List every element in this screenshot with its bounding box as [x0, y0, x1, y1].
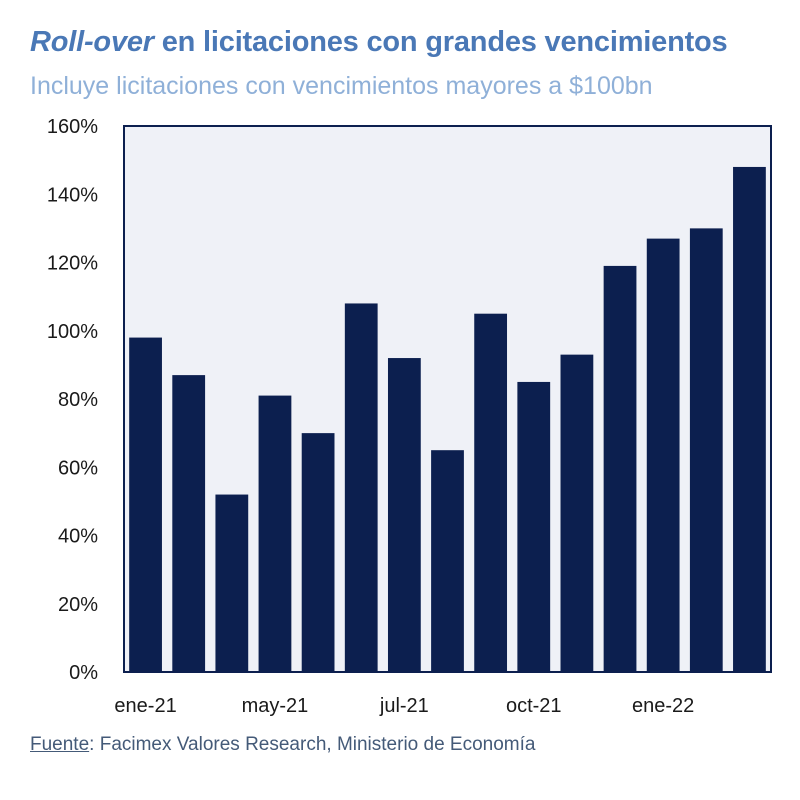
y-tick-label: 100%	[47, 321, 98, 343]
bar	[603, 265, 637, 672]
bar	[301, 433, 335, 672]
y-tick-label: 80%	[58, 389, 98, 411]
bar	[215, 494, 249, 672]
x-tick-label: may-21	[242, 695, 309, 717]
y-tick-label: 140%	[47, 184, 98, 206]
chart-title: Roll-over en licitaciones con grandes ve…	[30, 26, 728, 59]
chart-title-italic: Roll-over	[30, 26, 154, 58]
y-tick-label: 20%	[58, 594, 98, 616]
chart-subtitle: Incluye licitaciones con vencimientos ma…	[30, 72, 653, 100]
bar	[517, 381, 551, 672]
y-tick-label: 160%	[47, 116, 98, 138]
bar	[560, 354, 594, 672]
bar	[172, 375, 206, 672]
y-tick-label: 40%	[58, 526, 98, 548]
x-tick-label: ene-21	[114, 695, 176, 717]
y-tick-label: 60%	[58, 457, 98, 479]
source-note: Fuente: Facimex Valores Research, Minist…	[30, 734, 535, 756]
bar	[344, 303, 378, 672]
source-label: Fuente	[30, 734, 90, 755]
y-tick-label: 0%	[69, 662, 98, 684]
x-tick-label: ene-22	[632, 695, 694, 717]
bar	[689, 228, 723, 672]
source-text: : Facimex Valores Research, Ministerio d…	[89, 734, 536, 755]
y-axis-ticks: 0% 20% 40% 60% 80% 100% 120% 140% 160%	[47, 116, 98, 684]
x-tick-label: jul-21	[379, 695, 429, 717]
y-tick-label: 120%	[47, 253, 98, 275]
chart-title-rest: en licitaciones con grandes vencimientos	[153, 26, 728, 58]
bar	[733, 166, 766, 672]
bar	[474, 313, 508, 672]
bar	[387, 358, 421, 672]
bar	[646, 238, 680, 673]
bar	[431, 450, 464, 672]
bar	[258, 395, 292, 672]
bars	[129, 166, 766, 673]
bar	[129, 337, 162, 672]
x-axis-ticks: ene-21 may-21 jul-21 oct-21 ene-22	[114, 695, 694, 717]
x-tick-label: oct-21	[506, 695, 562, 717]
bar-chart: 0% 20% 40% 60% 80% 100% 120% 140% 160% ene-21 may…	[47, 116, 772, 717]
